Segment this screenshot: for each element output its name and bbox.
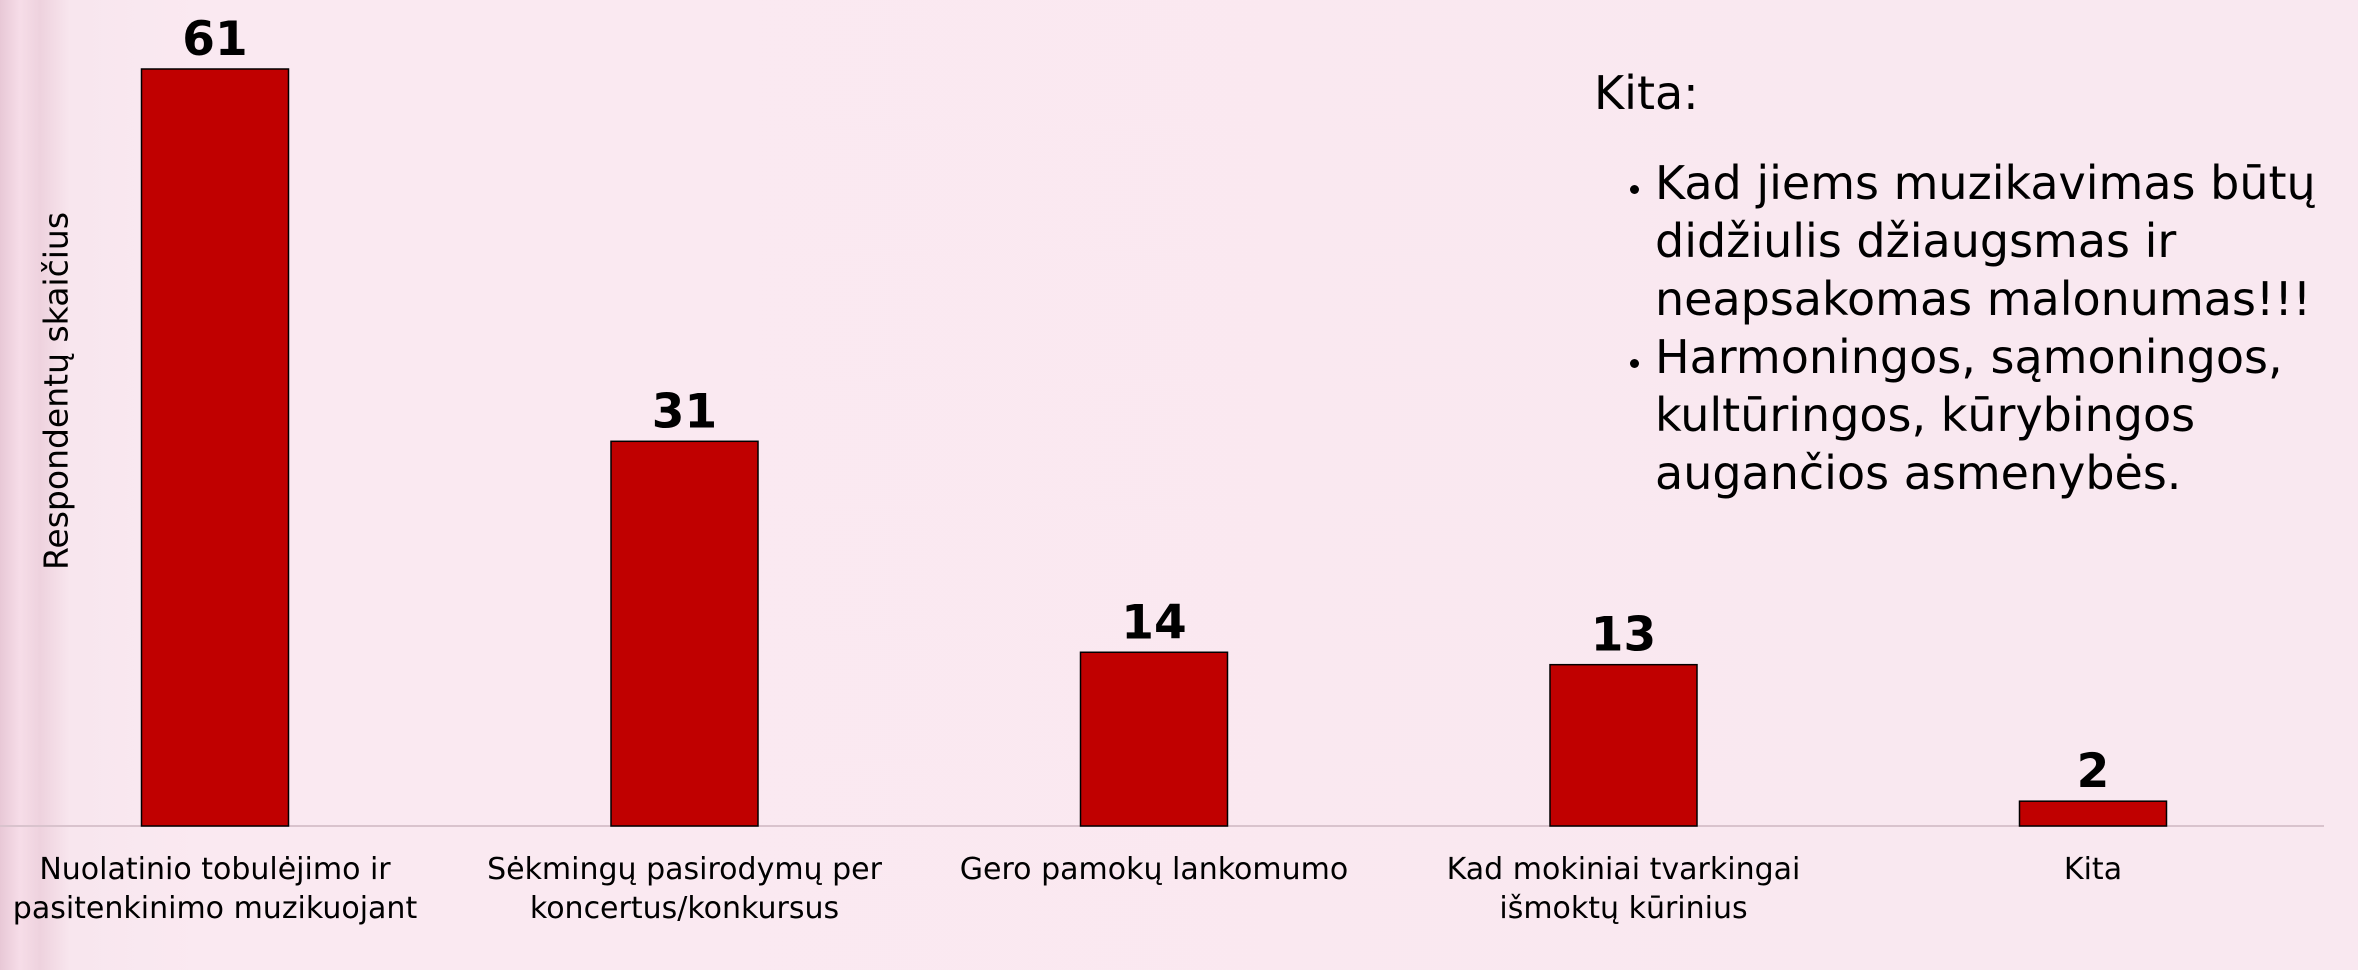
annotation-item: Kad jiems muzikavimas būtų didžiulis dži… bbox=[1655, 154, 2354, 328]
data-label: 13 bbox=[1591, 608, 1656, 663]
bar bbox=[140, 68, 290, 827]
x-tick-label: Nuolatinio tobulėjimo ir pasitenkinimo m… bbox=[12, 852, 418, 926]
x-tick-label: Gero pamokų lankomumo bbox=[959, 852, 1349, 887]
bar bbox=[1549, 663, 1698, 827]
data-label: 14 bbox=[1121, 595, 1186, 650]
x-tick-label: Sėkmingų pasirodymų per koncertus/konkur… bbox=[487, 852, 882, 926]
annotation-list: Kad jiems muzikavimas būtų didžiulis dži… bbox=[1594, 154, 2354, 502]
y-axis-label: Respondentų skaičius bbox=[37, 212, 76, 570]
x-tick-label: Kita bbox=[2063, 852, 2123, 887]
data-label: 61 bbox=[182, 12, 247, 67]
bar bbox=[2018, 800, 2168, 827]
data-label: 31 bbox=[652, 384, 717, 439]
annotation-item: Harmoningos, sąmoningos, kultūringos, kū… bbox=[1655, 328, 2354, 502]
bar bbox=[610, 440, 759, 827]
annotation: Kita: Kad jiems muzikavimas būtų didžiul… bbox=[1594, 66, 2354, 502]
x-tick-label: Kad mokiniai tvarkingai išmoktų kūrinius bbox=[1446, 852, 1801, 926]
data-label: 2 bbox=[2077, 744, 2110, 799]
bar bbox=[1079, 651, 1229, 827]
annotation-title: Kita: bbox=[1594, 66, 1699, 120]
